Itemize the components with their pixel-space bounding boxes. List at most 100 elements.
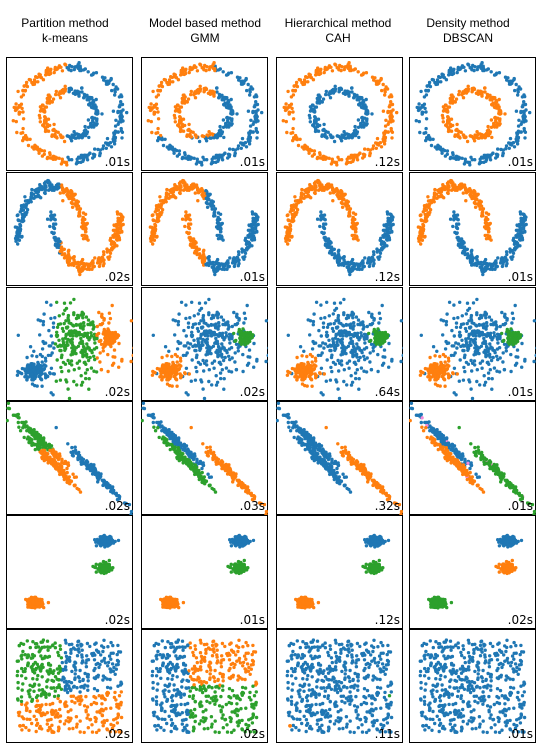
data-point xyxy=(214,374,218,378)
data-point xyxy=(324,89,328,94)
data-point xyxy=(216,211,221,215)
data-point xyxy=(339,87,344,92)
data-point xyxy=(212,90,216,94)
data-point xyxy=(20,219,25,224)
data-point xyxy=(485,267,489,271)
data-point xyxy=(331,199,335,203)
data-point xyxy=(494,119,498,123)
data-point xyxy=(316,178,320,183)
data-point xyxy=(216,156,220,160)
data-point xyxy=(495,100,499,104)
data-point xyxy=(111,355,115,359)
data-point xyxy=(343,136,347,140)
data-point xyxy=(38,116,42,120)
data-point xyxy=(16,218,20,222)
data-point xyxy=(229,71,234,75)
data-point xyxy=(198,253,202,257)
data-point xyxy=(399,359,403,364)
column-method-1: Model based method xyxy=(148,16,262,30)
data-point xyxy=(462,135,466,139)
data-point xyxy=(149,239,153,243)
data-point xyxy=(321,393,325,397)
data-point xyxy=(433,187,437,192)
data-point xyxy=(483,233,487,238)
data-point xyxy=(228,357,232,362)
data-point xyxy=(244,236,248,240)
data-point xyxy=(345,262,349,266)
data-point xyxy=(312,191,317,195)
data-point xyxy=(364,71,369,75)
data-point xyxy=(337,134,341,139)
data-point xyxy=(190,300,194,304)
data-point xyxy=(93,147,97,151)
data-point xyxy=(317,188,321,192)
data-point xyxy=(217,95,221,100)
data-point xyxy=(313,126,318,130)
data-point xyxy=(65,188,70,193)
data-point xyxy=(516,124,521,128)
data-point xyxy=(344,351,348,356)
data-point xyxy=(94,370,99,374)
data-point xyxy=(222,346,226,350)
data-point xyxy=(35,354,39,359)
data-point xyxy=(417,102,421,106)
data-point xyxy=(82,222,87,226)
data-point xyxy=(515,223,520,228)
data-point xyxy=(202,134,206,139)
scatter-panel-noisy_circles-2: .12s xyxy=(276,57,403,171)
data-point xyxy=(72,379,76,384)
data-point xyxy=(464,199,468,203)
data-point xyxy=(357,102,361,107)
data-point xyxy=(473,205,478,209)
data-point xyxy=(195,353,199,357)
data-point xyxy=(442,107,447,111)
data-point xyxy=(91,323,95,327)
data-point xyxy=(321,321,326,325)
data-point xyxy=(251,219,255,223)
data-point xyxy=(241,334,246,338)
data-point xyxy=(60,326,65,331)
data-point xyxy=(118,104,122,109)
data-point xyxy=(76,155,81,159)
data-point xyxy=(77,359,82,363)
data-point xyxy=(61,337,65,341)
data-point xyxy=(209,200,213,205)
data-point xyxy=(329,162,334,166)
data-point xyxy=(345,361,349,365)
data-point xyxy=(61,329,66,333)
data-point xyxy=(499,257,504,261)
data-point xyxy=(511,251,516,255)
data-point xyxy=(463,252,467,256)
data-point xyxy=(472,87,477,92)
data-point xyxy=(234,322,239,327)
data-point xyxy=(111,82,115,87)
data-point xyxy=(321,97,326,101)
data-point xyxy=(347,269,351,274)
data-point xyxy=(314,300,319,304)
data-point xyxy=(294,83,298,87)
data-point xyxy=(77,90,81,94)
data-point xyxy=(81,218,86,222)
data-point xyxy=(74,323,79,327)
data-point xyxy=(200,258,205,262)
data-point xyxy=(102,330,106,334)
data-point xyxy=(303,143,307,147)
data-point xyxy=(198,336,203,340)
data-point xyxy=(97,261,102,265)
data-point xyxy=(468,258,473,262)
data-point xyxy=(54,183,59,188)
data-point xyxy=(247,135,251,139)
data-point xyxy=(105,136,110,141)
data-point xyxy=(222,102,226,107)
data-point xyxy=(250,87,255,91)
data-point xyxy=(193,378,198,382)
data-point xyxy=(87,387,91,391)
data-point xyxy=(481,207,485,212)
data-point xyxy=(227,335,231,340)
data-point xyxy=(80,86,84,90)
data-point xyxy=(83,360,87,364)
data-point xyxy=(513,248,517,252)
data-point xyxy=(110,88,114,93)
data-point xyxy=(152,112,156,116)
data-point xyxy=(461,239,465,244)
